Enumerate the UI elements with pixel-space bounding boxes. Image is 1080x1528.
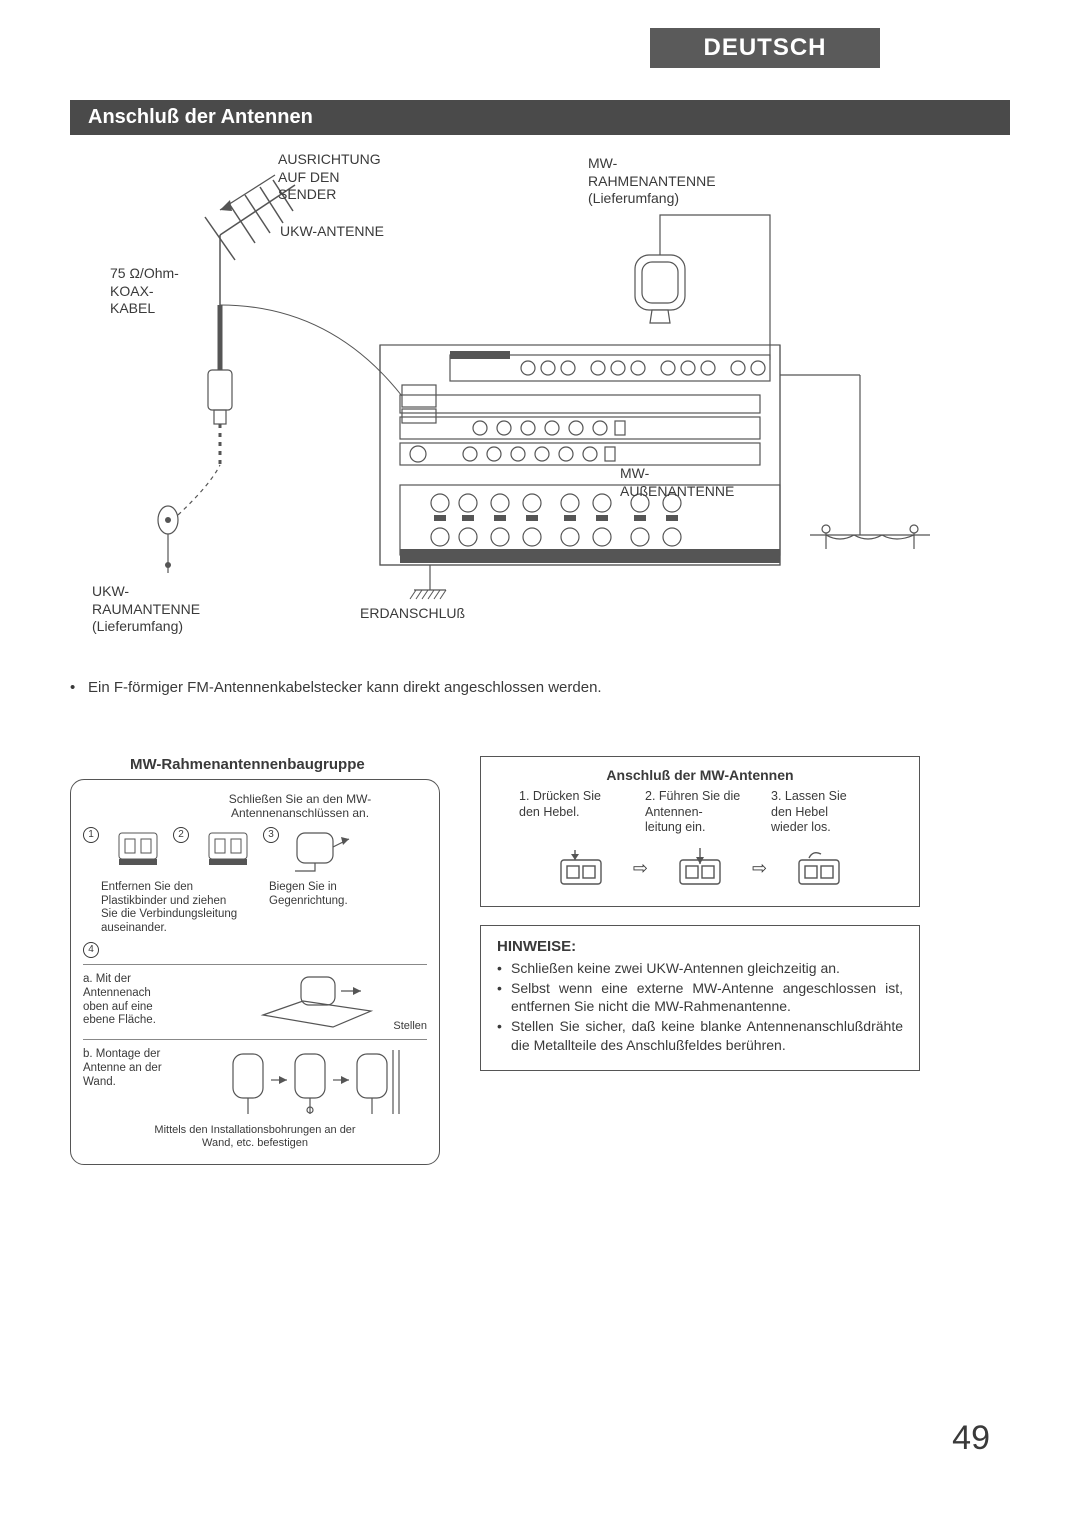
- label-erdanschluss: ERDANSCHLUß: [360, 605, 465, 623]
- assembly-intro: Schließen Sie an den MW- Antennenanschlü…: [173, 792, 427, 821]
- hints-list: •Schließen keine zwei UKW-Antennen gleic…: [497, 959, 903, 1054]
- hint-item: •Stellen Sie sicher, daß keine blanke An…: [497, 1017, 903, 1053]
- step3-text: Biegen Sie in Gegenrichtung.: [269, 881, 427, 909]
- mw-connection-frame: Anschluß der MW-Antennen 1. Drücken Sie …: [480, 756, 920, 907]
- lower-columns: MW-Rahmenantennenbaugruppe Schließen Sie…: [70, 756, 1010, 1165]
- hints-box: HINWEISE: •Schließen keine zwei UKW-Ante…: [480, 925, 920, 1071]
- wall-mount-icon: [227, 1048, 427, 1118]
- step-4-icon: 4: [83, 942, 99, 958]
- main-bullet: • Ein F-förmiger FM-Antennenkabelstecker…: [70, 679, 1010, 696]
- assembly-foot: Mittels den Installationsbohrungen an de…: [83, 1124, 427, 1150]
- assembly-title: MW-Rahmenantennenbaugruppe: [130, 756, 440, 773]
- step-b-text: b. Montage der Antenne an der Wand.: [83, 1048, 217, 1089]
- right-column: Anschluß der MW-Antennen 1. Drücken Sie …: [480, 756, 920, 1165]
- stellen-text: Stellen: [393, 1020, 427, 1033]
- terminal-icon-2: [203, 827, 253, 869]
- step-1-icon: 1: [83, 827, 99, 843]
- page-number: 49: [952, 1419, 990, 1458]
- loop-bend-icon: [289, 827, 359, 875]
- terminal-icon-1: [113, 827, 163, 869]
- section-title-bar: Anschluß der Antennen: [70, 100, 1010, 135]
- label-mw-aussen: MW- AUßENANTENNE: [620, 465, 734, 500]
- language-badge: DEUTSCH: [650, 28, 880, 68]
- mw-icons-row: ⇨ ⇨: [495, 846, 905, 892]
- mw-step-2: 2. Führen Sie die Antennen- leitung ein.: [645, 789, 755, 836]
- label-ukw-antenne: UKW-ANTENNE: [280, 223, 384, 241]
- mw-step-3: 3. Lassen Sie den Hebel wieder los.: [771, 789, 881, 836]
- step-a-text: a. Mit der Antennenach oben auf eine ebe…: [83, 973, 243, 1028]
- loop-on-stand-icon: [253, 973, 383, 1033]
- step2-text: Entfernen Sie den Plastikbinder und zieh…: [101, 881, 259, 936]
- lever-press-icon: [553, 846, 609, 892]
- step-3-icon: 3: [263, 827, 279, 843]
- label-mw-rahmen: MW- RAHMENANTENNE (Lieferumfang): [588, 155, 716, 208]
- arrow-icon: ⇨: [633, 858, 648, 879]
- lever-release-icon: [791, 846, 847, 892]
- wire-insert-icon: [672, 846, 728, 892]
- antenna-diagram-svg: [70, 145, 1010, 665]
- bullet-dot: •: [70, 679, 88, 696]
- arrow-icon: ⇨: [752, 858, 767, 879]
- page: DEUTSCH Anschluß der Antennen: [0, 0, 1080, 1528]
- hints-title: HINWEISE:: [497, 938, 903, 955]
- label-ukw-raum: UKW- RAUMANTENNE (Lieferumfang): [92, 583, 200, 636]
- main-bullet-text: Ein F-förmiger FM-Antennenkabelstecker k…: [88, 679, 602, 696]
- antenna-diagram: AUSRICHTUNG AUF DEN SENDER UKW-ANTENNE 7…: [70, 145, 1010, 665]
- hint-item: •Selbst wenn eine externe MW-Antenne ang…: [497, 979, 903, 1015]
- step-2-icon: 2: [173, 827, 189, 843]
- assembly-frame: Schließen Sie an den MW- Antennenanschlü…: [70, 779, 440, 1165]
- mw-step-1: 1. Drücken Sie den Hebel.: [519, 789, 629, 836]
- mw-conn-title: Anschluß der MW-Antennen: [495, 767, 905, 783]
- label-koax: 75 Ω/Ohm- KOAX- KABEL: [110, 265, 179, 318]
- assembly-column: MW-Rahmenantennenbaugruppe Schließen Sie…: [70, 756, 440, 1165]
- hint-item: •Schließen keine zwei UKW-Antennen gleic…: [497, 959, 903, 977]
- label-ausrichtung: AUSRICHTUNG AUF DEN SENDER: [278, 151, 381, 204]
